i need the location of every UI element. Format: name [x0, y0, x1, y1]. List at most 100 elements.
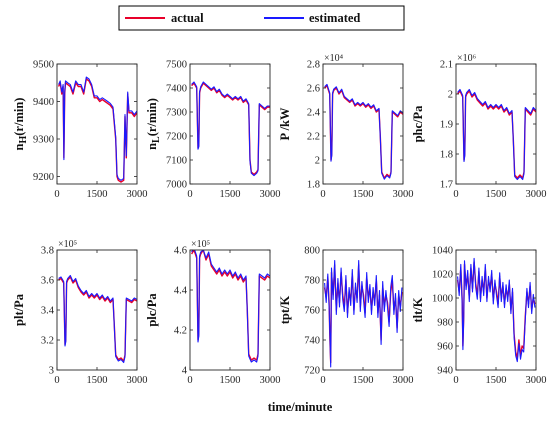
series-line-estimated [457, 88, 536, 181]
y-tick-label: 7400 [166, 84, 187, 95]
y-axis-label: tpt/K [278, 295, 292, 324]
subplot-5: 0 1500 3000 3 3.2 3.4 3.6 3.8 ×10⁵ plt/Pa [12, 239, 148, 386]
y-tick-label: 3.6 [41, 276, 54, 287]
y-tick-label: 1.8 [440, 150, 453, 161]
x-tick-label: 1500 [87, 189, 108, 200]
x-tick-label: 1500 [486, 189, 507, 200]
x-tick-label: 1500 [486, 375, 507, 386]
series-line-estimated [324, 259, 403, 368]
x-tick-label: 0 [54, 189, 59, 200]
axis-multiplier: ×10⁶ [457, 53, 477, 64]
y-tick-label: 1.7 [440, 180, 453, 191]
subplot-7: 0 1500 3000 720 740 760 780 800 tpt/K [278, 246, 414, 387]
legend-actual-label: actual [171, 11, 204, 25]
y-tick-label: 2 [315, 156, 320, 167]
subplot-8: 0 1500 3000 940 960 980 1000 1020 1040 tlt/K [411, 246, 547, 387]
y-tick-label: 3.2 [41, 336, 54, 347]
y-tick-label: 9400 [33, 97, 54, 108]
y-tick-label: 2.6 [307, 84, 320, 95]
y-axis-label: phc/Pa [411, 105, 425, 143]
x-axis-label: time/minute [268, 400, 333, 414]
x-tick-label: 0 [320, 189, 325, 200]
legend-box [118, 5, 405, 31]
y-tick-label: 2.8 [307, 60, 320, 71]
y-tick-label: 2.2 [307, 132, 320, 143]
x-tick-label: 3000 [127, 375, 148, 386]
subplot-3: 0 1500 3000 1.8 2 2.2 2.4 2.6 2.8 ×10⁴ P /kW [278, 53, 414, 200]
legend: actual estimated [118, 5, 405, 31]
y-tick-label: 7100 [166, 156, 187, 167]
y-axis-label: plt/Pa [12, 293, 26, 326]
y-tick-label: 1020 [432, 270, 453, 281]
y-tick-label: 780 [304, 276, 320, 287]
y-tick-label: 940 [437, 366, 453, 377]
x-tick-label: 1500 [87, 375, 108, 386]
x-tick-label: 1500 [220, 189, 241, 200]
axis-multiplier: ×10⁵ [58, 239, 77, 250]
y-tick-label: 9300 [33, 135, 54, 146]
y-tick-label: 3.4 [41, 306, 55, 317]
y-axis-label: plc/Pa [145, 293, 159, 327]
x-tick-label: 1500 [220, 375, 241, 386]
y-tick-label: 4.4 [174, 286, 188, 297]
series-line-actual [456, 261, 536, 359]
y-tick-label: 9500 [33, 60, 54, 71]
y-tick-label: 2.1 [440, 60, 453, 71]
series-line-estimated [58, 274, 137, 364]
y-tick-label: 760 [304, 306, 320, 317]
y-tick-label: 7200 [166, 132, 187, 143]
x-tick-label: 0 [453, 375, 458, 386]
y-tick-label: 3.8 [41, 246, 54, 257]
x-tick-label: 0 [54, 375, 59, 386]
y-tick-label: 2.4 [307, 108, 321, 119]
x-tick-label: 1500 [353, 375, 374, 386]
x-tick-label: 0 [187, 189, 192, 200]
y-tick-label: 4.6 [174, 246, 187, 257]
x-tick-label: 1500 [353, 189, 374, 200]
subplot-6: 0 1500 3000 4 4.2 4.4 4.6 ×10⁵ plc/Pa [145, 239, 281, 386]
y-axis-label: nH(r/min) [12, 98, 29, 151]
y-axis-label: P /kW [278, 107, 292, 140]
x-tick-label: 3000 [393, 375, 414, 386]
y-axis-label: tlt/K [411, 297, 425, 322]
y-tick-label: 960 [437, 342, 453, 353]
x-tick-label: 0 [187, 375, 192, 386]
series-line-estimated [457, 257, 536, 363]
series-line-estimated [324, 83, 403, 180]
y-tick-label: 4.2 [174, 326, 187, 337]
y-tick-label: 2 [448, 90, 453, 101]
subplot-2: 0 1500 3000 7000 7100 7200 7300 7400 7500 nL(r/mi… [145, 60, 281, 201]
y-tick-label: 1040 [432, 246, 453, 257]
y-tick-label: 7000 [166, 180, 187, 191]
y-tick-label: 9200 [33, 172, 54, 183]
x-tick-label: 0 [320, 375, 325, 386]
y-tick-label: 7500 [166, 60, 187, 71]
y-tick-label: 3 [49, 366, 54, 377]
y-tick-label: 1.9 [440, 120, 453, 131]
y-tick-label: 720 [304, 366, 320, 377]
x-tick-label: 3000 [526, 189, 547, 200]
y-tick-label: 7300 [166, 108, 187, 119]
y-tick-label: 1000 [432, 294, 453, 305]
axis-multiplier: ×10⁵ [191, 239, 210, 250]
subplot-4: 0 1500 3000 1.7 1.8 1.9 2 2.1 ×10⁶ phc/Pa [411, 53, 547, 200]
y-tick-label: 740 [304, 336, 320, 347]
y-tick-label: 980 [437, 318, 453, 329]
x-tick-label: 3000 [260, 375, 281, 386]
subplot-1: 0 1500 3000 9200 9300 9400 9500 nH(r/min) [12, 60, 148, 201]
axis-multiplier: ×10⁴ [324, 53, 344, 64]
series-line-estimated [58, 76, 137, 181]
series-line-estimated [191, 250, 270, 363]
x-tick-label: 3000 [127, 189, 148, 200]
legend-estimated-label: estimated [309, 11, 360, 25]
y-tick-label: 4 [182, 366, 188, 377]
x-tick-label: 0 [453, 189, 458, 200]
x-tick-label: 3000 [260, 189, 281, 200]
y-tick-label: 1.8 [307, 180, 320, 191]
x-tick-label: 3000 [393, 189, 414, 200]
y-tick-label: 800 [304, 246, 320, 257]
x-tick-label: 3000 [526, 375, 547, 386]
y-axis-label: nL(r/min) [145, 98, 162, 150]
